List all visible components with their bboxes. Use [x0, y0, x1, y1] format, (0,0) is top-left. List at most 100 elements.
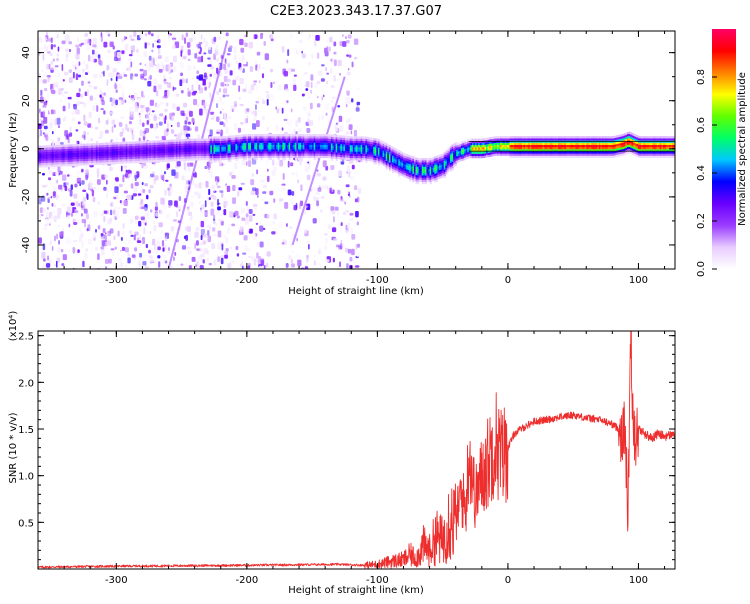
noise-cell — [154, 206, 158, 211]
ridge-cell — [56, 144, 59, 148]
ridge-cell — [232, 139, 235, 142]
ridge-cell — [153, 155, 157, 158]
noise-cell — [316, 80, 321, 85]
ridge-cell — [64, 157, 67, 160]
noise-cell — [259, 265, 263, 269]
ridge-cell — [69, 161, 72, 164]
ridge-cell — [407, 169, 410, 173]
ridge-cell — [448, 166, 451, 169]
ridge-cell — [393, 147, 396, 151]
ridge-cell — [365, 138, 368, 142]
ridge-cell — [161, 148, 164, 152]
ridge-cell — [392, 149, 395, 152]
ridge-cell — [58, 151, 61, 154]
ridge-cell — [340, 154, 343, 158]
noise-cell — [83, 102, 86, 108]
ridge-cell — [390, 163, 393, 166]
ridge-cell — [94, 162, 97, 165]
ridge-cell — [355, 149, 359, 152]
noise-cell — [82, 68, 85, 74]
ridge-cell — [260, 146, 263, 150]
ridge-cell — [456, 151, 459, 155]
noise-cell — [57, 166, 61, 173]
ridge-cell — [296, 134, 299, 137]
noise-streak — [291, 76, 346, 246]
noise-cell — [194, 126, 199, 132]
noise-cell — [129, 34, 133, 39]
ridge-cell — [310, 146, 313, 150]
ridge-cell — [64, 153, 67, 156]
ridge-cell — [153, 146, 157, 150]
noise-cell — [330, 58, 333, 62]
ridge-cell — [279, 134, 282, 137]
ridge-cell — [396, 166, 399, 170]
ridge-cell — [139, 149, 143, 153]
ridge-cell — [211, 145, 215, 148]
noise-cell — [125, 36, 128, 40]
ridge-cell — [164, 148, 168, 151]
ridge-cell — [435, 175, 439, 178]
ridge-cell — [111, 161, 114, 165]
ridge-cell — [277, 157, 280, 161]
ridge-cell — [373, 148, 376, 152]
noise-cell — [54, 81, 59, 88]
ridge-cell — [337, 137, 340, 140]
noise-cell — [185, 78, 188, 84]
ridge-cell — [431, 159, 434, 162]
noise-cell — [117, 207, 121, 210]
ridge-cell — [467, 149, 470, 153]
ridge-cell — [418, 168, 421, 172]
ridge-cell — [280, 151, 283, 154]
ridge-cell — [401, 162, 404, 166]
ridge-cell — [189, 149, 193, 152]
ridge-cell — [438, 169, 442, 173]
ridge-cell — [379, 152, 382, 156]
ridge-cell — [368, 152, 371, 155]
ridge-cell — [290, 151, 293, 154]
ridge-cell — [194, 140, 197, 144]
ridge-cell — [385, 162, 388, 166]
noise-cell — [52, 195, 56, 199]
ridge-cell — [464, 155, 467, 158]
noise-cell — [103, 110, 106, 115]
noise-cell — [281, 46, 285, 53]
noise-cell — [184, 186, 189, 190]
ridge-cell — [451, 155, 454, 158]
ridge-cell — [47, 145, 50, 148]
ridge-cell — [431, 174, 434, 178]
ridge-cell — [334, 147, 337, 151]
ridge-cell — [409, 157, 412, 160]
ridge-cell — [172, 154, 175, 158]
ridge-cell — [150, 149, 153, 152]
ridge-cell — [39, 150, 42, 153]
ridge-cell — [431, 172, 434, 175]
noise-cell — [342, 34, 344, 37]
ridge-cell — [298, 151, 301, 154]
noise-cell — [61, 64, 64, 71]
ridge-cell — [368, 145, 371, 149]
noise-cell — [353, 129, 358, 137]
ridge-cell — [116, 155, 119, 158]
ridge-cell — [130, 158, 133, 162]
noise-cell — [296, 237, 299, 242]
ridge-cell — [210, 136, 213, 139]
ridge-cell — [141, 141, 144, 144]
ridge-cell — [307, 149, 310, 152]
ridge-cell — [147, 149, 150, 152]
noise-cell — [76, 92, 81, 98]
ridge-cell — [443, 156, 446, 159]
noise-cell — [158, 68, 163, 73]
ridge-cell — [409, 172, 412, 175]
noise-cell — [97, 253, 100, 260]
ridge-cell — [355, 147, 359, 150]
noise-cell — [256, 67, 259, 72]
noise-cell — [146, 67, 151, 72]
noise-cell — [71, 117, 76, 122]
ridge-cell — [412, 167, 415, 170]
ridge-cell — [373, 146, 376, 150]
ridge-cell — [119, 152, 122, 156]
noise-cell — [231, 223, 236, 227]
ridge-cell — [116, 142, 119, 145]
ridge-cell — [277, 151, 280, 154]
ridge-cell — [121, 161, 124, 164]
